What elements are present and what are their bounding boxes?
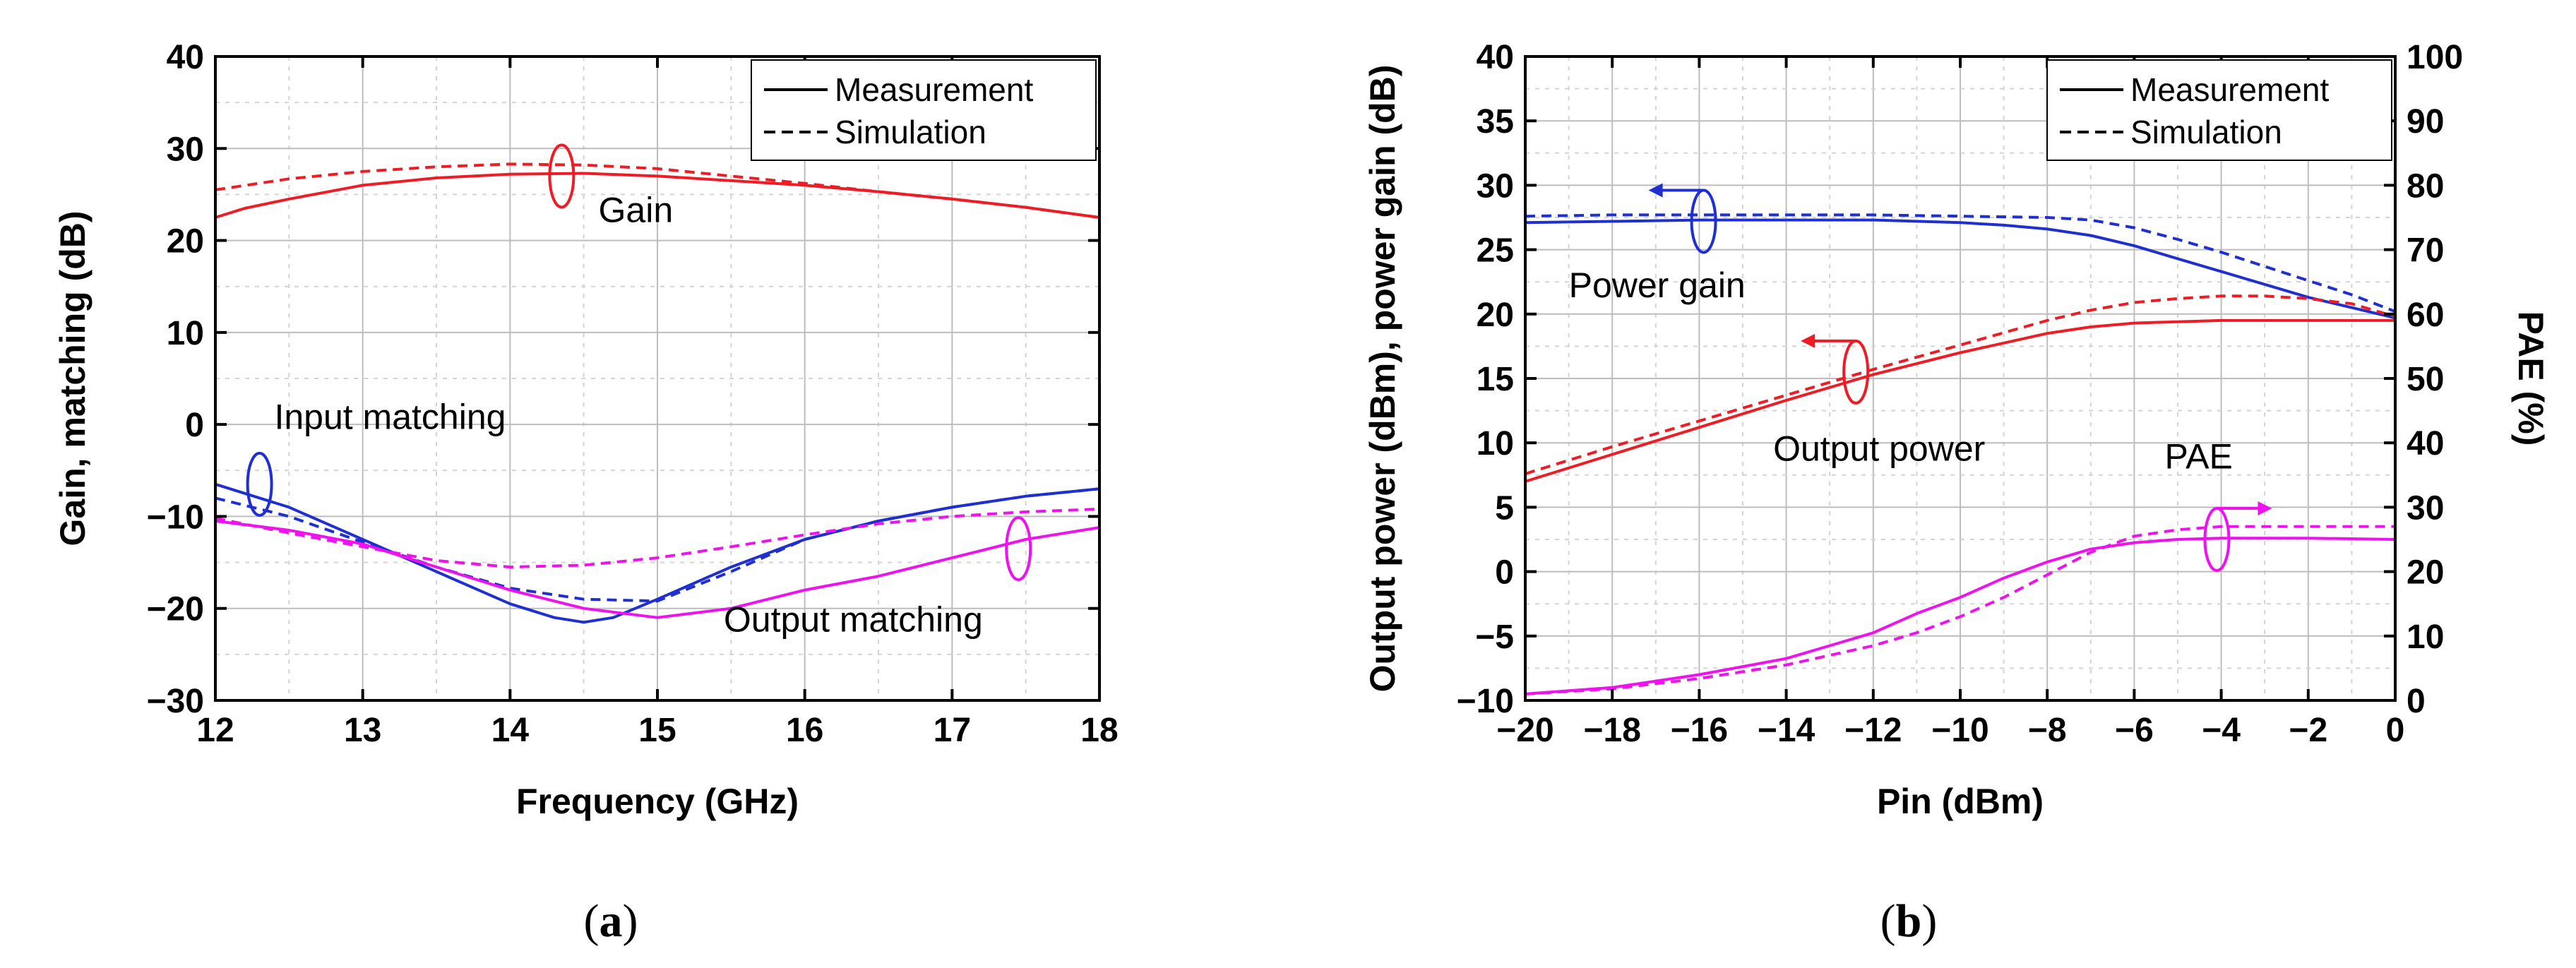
y-tick-label: 10 xyxy=(167,315,204,352)
y-tick-label: 5 xyxy=(1495,489,1514,527)
series-power-gain-simulation xyxy=(1525,213,2396,313)
marker-input-matching xyxy=(246,451,273,517)
x-tick-label: 16 xyxy=(786,712,823,749)
x-tick-label: −2 xyxy=(2289,712,2327,749)
chart-b-y2-axis-label: PAE (%) xyxy=(2511,311,2551,446)
chart-b-series xyxy=(1525,213,2396,695)
y-tick-label: −10 xyxy=(1457,683,1514,720)
y-tick-label: −20 xyxy=(147,591,204,628)
marker-output-power xyxy=(1801,333,1870,405)
y2-tick-label: 80 xyxy=(2407,167,2444,205)
chart-a-x-axis-label: Frequency (GHz) xyxy=(516,782,799,821)
y-tick-label: 10 xyxy=(1477,425,1514,462)
x-tick-label: 13 xyxy=(344,712,381,749)
y2-tick-label: 50 xyxy=(2407,361,2444,398)
x-tick-label: 14 xyxy=(491,712,530,749)
chart-b-legend-box xyxy=(2046,59,2392,161)
series-input-matching-simulation xyxy=(215,487,1100,603)
y-tick-label: 30 xyxy=(1477,167,1514,205)
y-tick-label: 0 xyxy=(185,407,204,444)
y2-tick-label: 30 xyxy=(2407,489,2444,527)
chart-b-legend: Measurement Simulation xyxy=(2046,59,2392,161)
marker-power-gain xyxy=(1648,183,1717,254)
marker-gain xyxy=(548,143,576,209)
marker-output-matching xyxy=(1005,516,1032,582)
y-tick-label: 40 xyxy=(1477,39,1514,76)
chart-a-series xyxy=(215,162,1100,624)
x-tick-label: −6 xyxy=(2115,712,2154,749)
y2-tick-label: 10 xyxy=(2407,619,2444,656)
series-output-power-measurement xyxy=(1525,318,2395,483)
x-tick-label: 15 xyxy=(638,712,676,749)
y-tick-label: 0 xyxy=(1495,554,1514,592)
chart-b-caption: (b) xyxy=(1880,895,1938,947)
y-tick-label: 20 xyxy=(1477,297,1514,334)
chart-b-annotations: Power gain Output power PAE xyxy=(1569,183,2272,572)
x-tick-label: −4 xyxy=(2202,712,2241,749)
chart-b-annotation-power-gain: Power gain xyxy=(1569,265,1746,305)
x-tick-label: 17 xyxy=(934,712,971,749)
series-output-power-simulation xyxy=(1525,294,2396,475)
x-tick-label: −12 xyxy=(1844,712,1902,749)
chart-b-annotation-output-power: Output power xyxy=(1773,429,1985,469)
x-tick-label: −18 xyxy=(1583,712,1640,749)
y-tick-label: 35 xyxy=(1477,103,1514,141)
y2-tick-label: 0 xyxy=(2407,683,2426,720)
chart-a: 12 13 14 15 16 17 18 −30 −20 −10 0 10 20 30 40 Frequen… xyxy=(53,39,1119,947)
series-gain-measurement xyxy=(215,172,1100,219)
series-gain-simulation xyxy=(215,162,1100,219)
chart-b-legend-simulation: Simulation xyxy=(2130,114,2282,150)
chart-b-annotation-pae: PAE xyxy=(2165,437,2233,477)
x-tick-label: −16 xyxy=(1671,712,1728,749)
chart-b-x-axis-label: Pin (dBm) xyxy=(1877,782,2044,821)
y2-tick-label: 70 xyxy=(2407,232,2444,270)
x-tick-label: 0 xyxy=(2386,712,2405,749)
chart-a-legend: Measurement Simulation xyxy=(751,59,1097,161)
y2-tick-label: 90 xyxy=(2407,103,2444,141)
y-tick-label: 30 xyxy=(167,131,204,168)
series-pae-measurement xyxy=(1525,537,2396,695)
y-tick-label: 20 xyxy=(167,223,204,261)
chart-b: −20 −18 −16 −14 −12 −10 −8 −6 −4 −2 0−10−505101520… xyxy=(1363,39,2551,947)
chart-a-annotation-gain: Gain xyxy=(599,191,674,230)
chart-a-caption: (a) xyxy=(584,895,638,947)
y-tick-label: 25 xyxy=(1477,232,1514,270)
chart-a-legend-measurement: Measurement xyxy=(835,71,1033,108)
chart-a-y-axis-label: Gain, matching (dB) xyxy=(53,211,93,546)
chart-b-legend-measurement: Measurement xyxy=(2130,71,2329,108)
y2-tick-label: 20 xyxy=(2407,554,2444,592)
y2-tick-label: 60 xyxy=(2407,297,2444,334)
series-output-matching-simulation xyxy=(215,508,1100,569)
chart-a-annotations: Gain Input matching Output matching xyxy=(246,143,1032,639)
y2-tick-label: 40 xyxy=(2407,425,2444,462)
x-tick-label: −10 xyxy=(1931,712,1988,749)
y-tick-label: 40 xyxy=(167,39,204,76)
x-tick-label: −14 xyxy=(1758,712,1815,749)
chart-a-annotation-output-matching: Output matching xyxy=(724,599,983,639)
y-tick-label: −5 xyxy=(1475,619,1514,656)
chart-a-ticks: 12 13 14 15 16 17 18 −30 −20 −10 0 10 20 30 40 xyxy=(147,39,1119,749)
chart-b-y-axis-label: Output power (dBm), power gain (dB) xyxy=(1363,65,1402,693)
y-tick-label: −10 xyxy=(147,498,204,536)
x-tick-label: 12 xyxy=(196,712,234,749)
marker-pae xyxy=(2203,501,2272,572)
y2-tick-label: 100 xyxy=(2407,39,2463,76)
series-pae-simulation xyxy=(1525,525,2395,695)
x-tick-label: 18 xyxy=(1080,712,1118,749)
y-tick-label: 15 xyxy=(1477,361,1514,398)
chart-b-ticks: −20 −18 −16 −14 −12 −10 −8 −6 −4 −2 0−10−505101520… xyxy=(1457,39,2464,749)
chart-a-legend-simulation: Simulation xyxy=(835,114,986,150)
chart-a-annotation-input-matching: Input matching xyxy=(274,398,506,437)
x-tick-label: −8 xyxy=(2028,712,2067,749)
series-power-gain-measurement xyxy=(1525,218,2396,320)
y-tick-label: −30 xyxy=(147,683,204,720)
chart-a-legend-box xyxy=(751,59,1097,161)
series-output-matching-measurement xyxy=(215,519,1100,619)
x-tick-label: −20 xyxy=(1496,712,1554,749)
